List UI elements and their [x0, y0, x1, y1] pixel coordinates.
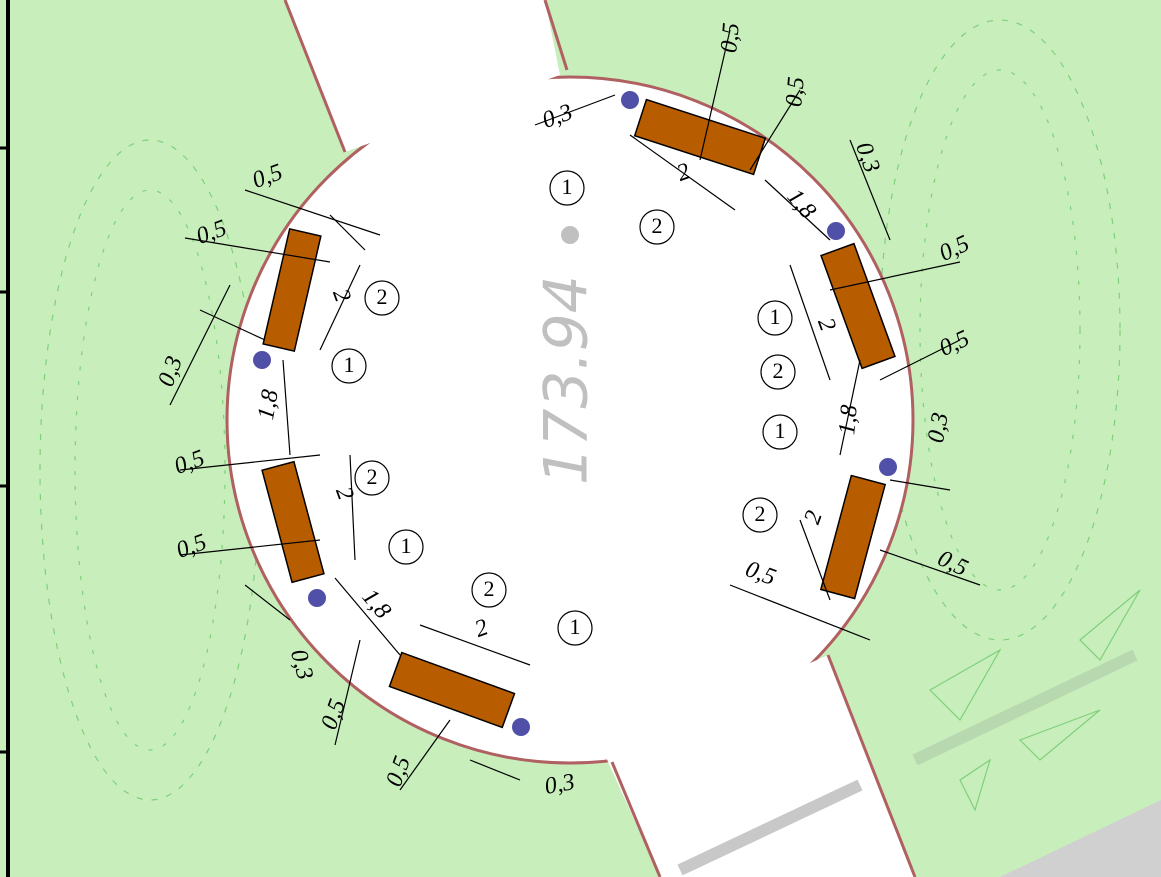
- lamp: [512, 718, 530, 736]
- dimension-line: [764, 179, 831, 241]
- dimension-line: [699, 29, 731, 161]
- callout-label: 2: [652, 213, 663, 238]
- callout-label: 1: [344, 352, 355, 377]
- dimension-line: [329, 214, 366, 251]
- dimension-line: [749, 89, 801, 171]
- callout-circle: [762, 414, 798, 450]
- callout-circle: [639, 209, 675, 245]
- callout-circle: [742, 497, 778, 533]
- dimension-label: 1,8: [253, 388, 284, 422]
- callout-circle: [354, 460, 390, 496]
- callout-circle: [364, 280, 400, 316]
- callout-label: 2: [755, 501, 766, 526]
- callout-circle: [388, 529, 424, 565]
- callout-label: 1: [401, 533, 412, 558]
- dimension-label: 1,8: [834, 404, 863, 436]
- dimension-line: [799, 519, 831, 601]
- dimension-line: [534, 94, 616, 126]
- dimension-line: [334, 639, 361, 746]
- callout-label: 2: [484, 576, 495, 601]
- dimension-label: 0,3: [923, 411, 954, 445]
- callout-circle: [557, 610, 593, 646]
- bench: [633, 98, 767, 176]
- plaza: [225, 75, 915, 765]
- lamp: [827, 222, 845, 240]
- callout-circle: [331, 348, 367, 384]
- dimension-line: [629, 134, 736, 211]
- frame-ticks: [0, 146, 8, 754]
- dimension-line: [889, 479, 951, 491]
- elevation-point: [561, 226, 579, 244]
- dimension-line: [282, 359, 291, 456]
- elevation-label: 173.94: [532, 275, 602, 485]
- callout-circle: [760, 354, 796, 390]
- dimension-line: [179, 539, 321, 556]
- callout-label: 2: [773, 358, 784, 383]
- path-southeast: [605, 655, 915, 877]
- dimension-line: [839, 359, 861, 456]
- dimension-line: [244, 189, 381, 236]
- bench: [388, 651, 516, 729]
- dimension-line: [169, 284, 231, 406]
- bench: [820, 242, 896, 370]
- callout-label: 2: [377, 284, 388, 309]
- dimension-label: 0,3: [543, 769, 577, 800]
- dimension-line: [399, 719, 451, 791]
- lamp: [879, 458, 897, 476]
- curb: [912, 649, 1138, 766]
- bench: [819, 474, 887, 600]
- path-north: [285, 0, 560, 152]
- dimension-line: [244, 584, 291, 621]
- lamp: [253, 351, 271, 369]
- dimension-line: [349, 454, 356, 561]
- dimension-line: [419, 624, 531, 666]
- callout-circle: [549, 170, 585, 206]
- callout-circle: [757, 300, 793, 336]
- curb: [677, 779, 863, 876]
- dimension-line: [789, 264, 831, 381]
- dimension-line: [879, 549, 981, 586]
- callout-label: 1: [770, 304, 781, 329]
- dimension-line: [199, 309, 266, 341]
- dimension-line: [729, 584, 871, 641]
- path-edges: [283, 0, 917, 877]
- dimension-line: [829, 261, 961, 291]
- bench: [262, 228, 322, 352]
- dimension-line: [469, 759, 521, 781]
- bench-layer: 0,50,520,31,80,520,50,31,820,50,5 0,30,30…: [153, 22, 981, 800]
- callout-label: 1: [775, 418, 786, 443]
- dimension-line: [319, 264, 361, 351]
- pavement: [1000, 800, 1161, 877]
- dimension-line: [179, 454, 321, 471]
- callout-label: 1: [570, 614, 581, 639]
- dimension-line: [334, 577, 401, 656]
- lamp: [308, 589, 326, 607]
- callout-label: 1: [562, 174, 573, 199]
- callout-label: 2: [367, 464, 378, 489]
- callout-circle: [471, 572, 507, 608]
- dimension-label: 0,5: [781, 76, 810, 108]
- dimension-line: [849, 139, 891, 241]
- bench: [261, 460, 325, 584]
- lamp: [621, 91, 639, 109]
- dimension-label: 0,5: [716, 22, 745, 54]
- dimension-line: [879, 339, 961, 381]
- dimension-line: [184, 237, 331, 263]
